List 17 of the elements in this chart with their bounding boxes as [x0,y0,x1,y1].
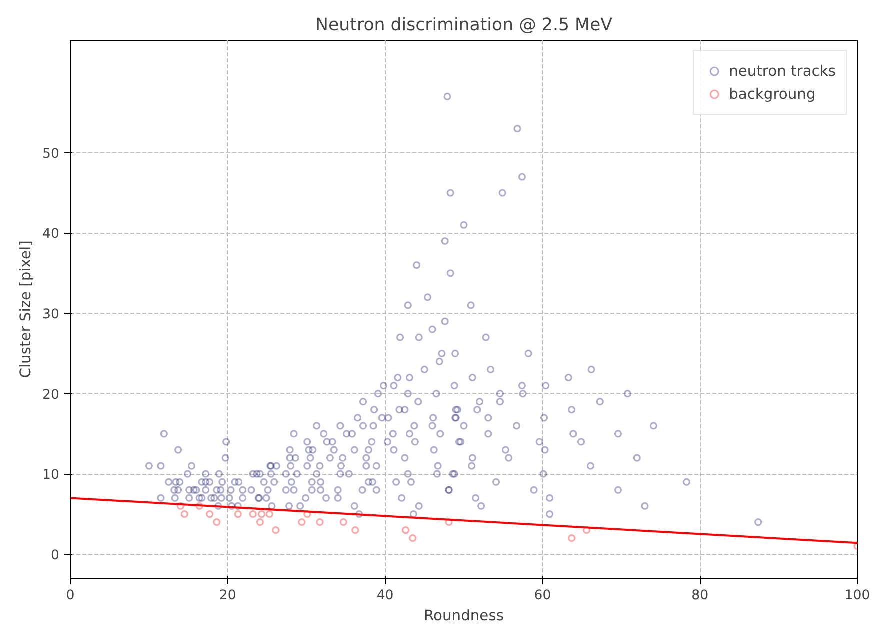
y-tick-label: 50 [42,146,60,162]
y-tick-label: 30 [42,308,60,323]
y-tick-label: 20 [42,388,60,403]
x-tick-label: 0 [66,588,75,604]
x-tick-label: 80 [692,588,709,604]
legend-label: neutron tracks [729,62,836,80]
y-tick-label: 10 [42,468,60,484]
y-tick-label: 40 [42,227,60,242]
x-tick-label: 100 [844,588,870,604]
x-tick-label: 40 [376,588,394,604]
chart-title: Neutron discrimination @ 2.5 MeV [316,16,613,36]
y-axis-title: Cluster Size [pixel] [18,240,35,378]
legend-label: backgroung [729,86,816,102]
x-tick-label: 60 [534,588,552,604]
x-axis-title: Roundness [424,608,504,624]
x-tick-label: 20 [219,588,236,604]
y-tick-label: 0 [51,548,60,564]
